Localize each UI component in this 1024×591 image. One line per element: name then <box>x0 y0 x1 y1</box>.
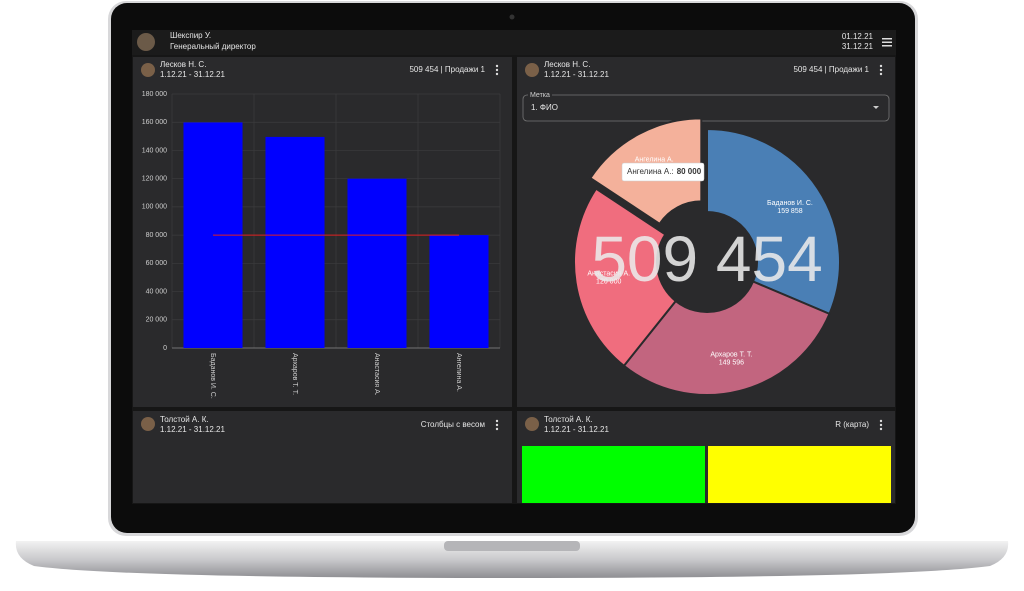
notch <box>444 541 580 551</box>
select[interactable]: Метка 1. ФИО <box>522 91 890 122</box>
donut-slice <box>573 187 678 368</box>
x-tick-label: Архаров Т. Т. <box>291 353 298 395</box>
panel-header: Толстой А. К. 1.12.21 - 31.12.21 R (карт… <box>525 415 883 434</box>
panel-menu[interactable] <box>879 419 883 431</box>
author: Толстой А. К. <box>544 415 593 424</box>
slice-value-label: 149 596 <box>719 359 744 366</box>
panel-header: Лесков Н. С. 1.12.21 - 31.12.21 509 454 … <box>525 60 883 79</box>
total-label: 509 454 <box>591 223 822 295</box>
slice-label: Архаров Т. Т. <box>710 351 752 358</box>
panel-title: R (карта) <box>835 420 869 429</box>
panel-title: 509 454 | Продажи 1 <box>793 65 869 74</box>
period: 1.12.21 - 31.12.21 <box>160 70 225 79</box>
avatar <box>141 417 155 431</box>
y-tick-label: 140 000 <box>142 147 167 154</box>
slice-value-label: 120 000 <box>596 278 621 285</box>
y-tick-label: 20 000 <box>146 317 168 324</box>
x-tick-label: Баданов И. С. <box>209 353 216 399</box>
panel <box>133 411 512 503</box>
avatar <box>141 63 155 77</box>
y-tick-label: 40 000 <box>146 288 168 295</box>
x-tick-label: Анастасия А. <box>373 353 380 396</box>
period: 1.12.21 - 31.12.21 <box>544 425 609 434</box>
select-value: 1. ФИО <box>531 103 558 112</box>
date-from[interactable]: 01.12.21 <box>842 32 874 41</box>
period: 1.12.21 - 31.12.21 <box>544 70 609 79</box>
y-tick-label: 160 000 <box>142 119 167 126</box>
panel-title: Столбцы с весом <box>421 420 485 429</box>
y-tick-label: 180 000 <box>142 91 167 98</box>
avatar <box>137 33 155 51</box>
slice-label: Баданов И. С. <box>767 200 813 207</box>
map-tile <box>522 446 705 503</box>
tooltip-box <box>621 162 705 182</box>
avatar <box>525 63 539 77</box>
y-tick-label: 120 000 <box>142 176 167 183</box>
y-tick-label: 60 000 <box>146 260 168 267</box>
menu-button[interactable] <box>882 38 892 47</box>
panel-title: 509 454 | Продажи 1 <box>409 65 485 74</box>
bar <box>265 136 325 348</box>
y-tick-label: 0 <box>163 345 167 352</box>
slice-value-label: 159 858 <box>777 208 802 215</box>
author: Лесков Н. С. <box>160 60 206 69</box>
author: Лесков Н. С. <box>544 60 590 69</box>
bar <box>347 178 407 348</box>
avatar <box>525 417 539 431</box>
panel-menu[interactable] <box>495 64 499 76</box>
x-tick-label: Ангелина А. <box>455 353 462 392</box>
period: 1.12.21 - 31.12.21 <box>160 425 225 434</box>
tooltip-value: 80 000 <box>677 167 702 176</box>
map-tile <box>708 446 891 503</box>
tooltip: Ангелина А.: 80 000 <box>621 162 705 182</box>
panel-menu[interactable] <box>879 64 883 76</box>
select-label: Метка <box>530 92 550 99</box>
author: Толстой А. К. <box>160 415 209 424</box>
panel-header: Лесков Н. С. 1.12.21 - 31.12.21 509 454 … <box>141 60 499 79</box>
laptop-base <box>15 541 1009 578</box>
tooltip-name: Ангелина А.: <box>627 167 674 176</box>
donut-slice <box>622 280 831 396</box>
user-role: Генеральный директор <box>170 42 256 51</box>
top-bar <box>132 30 896 55</box>
donut-slice <box>706 127 841 316</box>
y-tick-label: 100 000 <box>142 204 167 211</box>
date-to[interactable]: 31.12.21 <box>842 42 874 51</box>
user-name: Шекспир У. <box>170 31 211 40</box>
bar <box>429 235 489 348</box>
camera <box>509 14 515 20</box>
y-tick-label: 80 000 <box>146 232 168 239</box>
tooltip-text: Ангелина А.: 80 000 <box>627 167 702 176</box>
panel-header: Толстой А. К. 1.12.21 - 31.12.21 Столбцы… <box>141 415 499 434</box>
bar-chart: 0 20 000 40 000 60 000 80 000 100 000 120 000 1… <box>142 91 501 399</box>
slice-label: Анастасия А. <box>587 270 630 277</box>
donut-chart: Баданов И. С.159 858 Архаров Т. Т.149 596… <box>573 117 841 396</box>
panel-menu[interactable] <box>495 419 499 431</box>
slice-label: Ангелина А. <box>635 157 674 164</box>
